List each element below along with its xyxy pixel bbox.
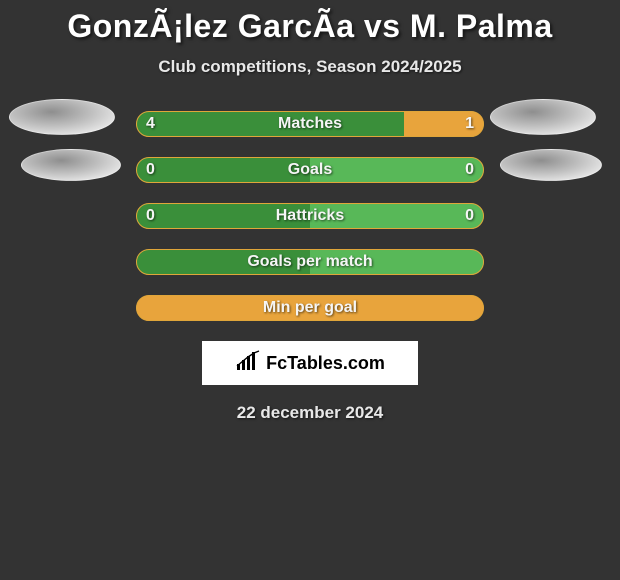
bar-zone: 4Matches10Goals00Hattricks0Goals per mat… <box>0 111 620 321</box>
stat-row: 0Goals0 <box>0 157 620 183</box>
player-ellipse-left <box>21 149 121 181</box>
bar-overlay: Goals per match <box>136 249 484 275</box>
logo-chart-icon <box>235 350 261 377</box>
stat-label: Hattricks <box>136 203 484 229</box>
stat-row: 4Matches1 <box>0 111 620 137</box>
comparison-card: GonzÃ¡lez GarcÃ­a vs M. Palma Club compe… <box>0 0 620 580</box>
stat-value-right: 0 <box>465 203 474 229</box>
page-title: GonzÃ¡lez GarcÃ­a vs M. Palma <box>0 0 620 45</box>
stat-label: Goals <box>136 157 484 183</box>
logo-name: FcTables <box>266 353 343 373</box>
player-ellipse-left <box>9 99 115 135</box>
stat-row: Min per goal <box>0 295 620 321</box>
stat-value-right: 1 <box>465 111 474 137</box>
stat-row: 0Hattricks0 <box>0 203 620 229</box>
bar-overlay: 0Goals0 <box>136 157 484 183</box>
bar-overlay: 0Hattricks0 <box>136 203 484 229</box>
stat-label: Matches <box>136 111 484 137</box>
subtitle: Club competitions, Season 2024/2025 <box>0 57 620 77</box>
stat-row: Goals per match <box>0 249 620 275</box>
player-ellipse-right <box>490 99 596 135</box>
stat-value-right: 0 <box>465 157 474 183</box>
logo-suffix: .com <box>343 353 385 373</box>
date-label: 22 december 2024 <box>0 403 620 423</box>
logo-box: FcTables.com <box>202 341 418 385</box>
stat-label: Goals per match <box>136 249 484 275</box>
stat-label: Min per goal <box>136 295 484 321</box>
bar-overlay: 4Matches1 <box>136 111 484 137</box>
player-ellipse-right <box>500 149 602 181</box>
logo-text: FcTables.com <box>266 353 385 374</box>
bar-overlay: Min per goal <box>136 295 484 321</box>
